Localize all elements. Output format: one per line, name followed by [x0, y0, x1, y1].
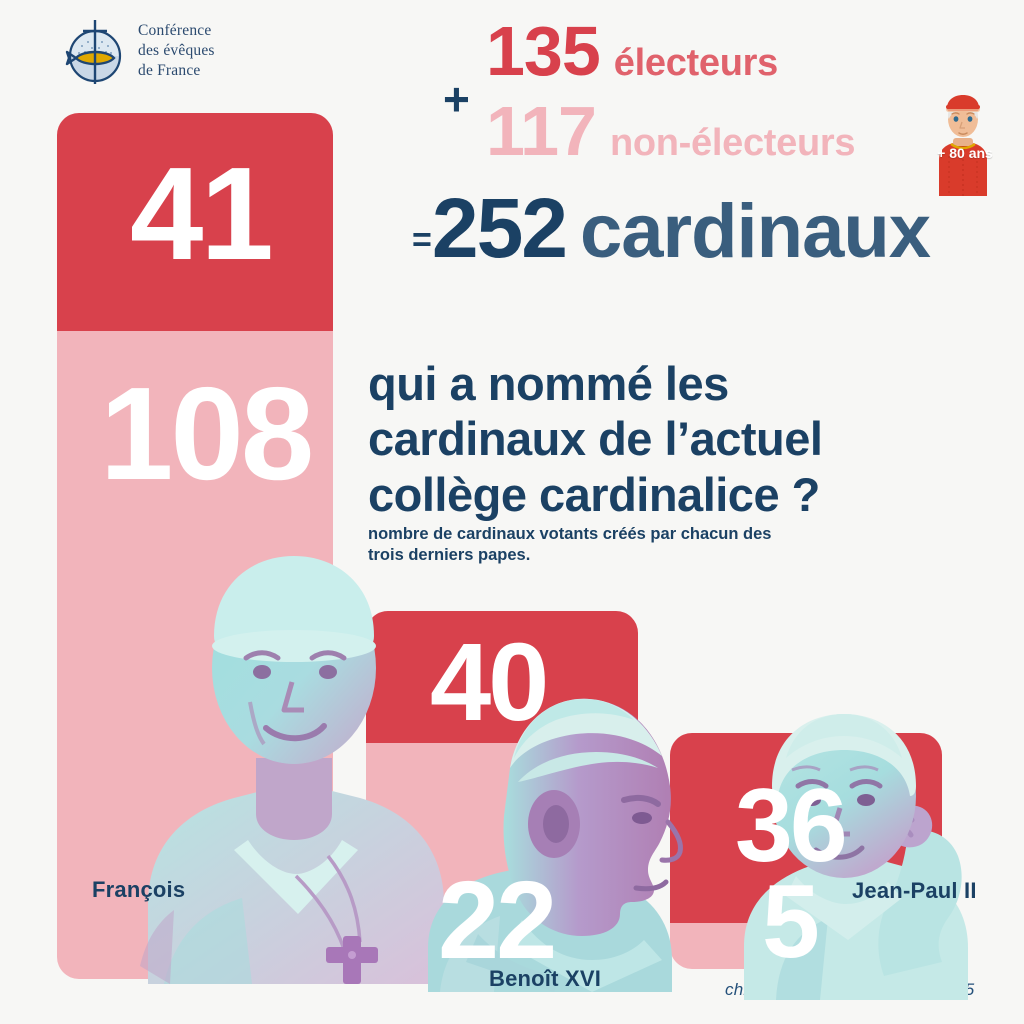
non-electors-count: 117: [486, 92, 597, 170]
logo-wordmark: Conférence des évêques de France: [138, 21, 215, 80]
cardinal-person-icon: [939, 95, 987, 196]
page-subtitle: nombre de cardinaux votants créés par ch…: [368, 525, 772, 565]
cardinal-person-figure: + 80 ans: [925, 88, 1001, 196]
equals-operator: =: [412, 221, 432, 259]
electors-row: 135 électeurs: [486, 16, 778, 86]
label-francois: François: [92, 877, 186, 902]
bar-benoit-bottom-segment: [366, 743, 638, 979]
bar-benoit-top-segment: [366, 611, 638, 743]
bar-jean-paul-ii: [670, 733, 942, 969]
update-footnote: chiffres mis à jour le 21-04-2025: [725, 980, 975, 999]
bar-francois-top-segment: [57, 113, 333, 331]
non-electors-label: non-électeurs: [609, 122, 856, 164]
organization-logo: Conférence des évêques de France: [62, 12, 215, 90]
electors-count: 135: [486, 12, 601, 90]
label-benoit-xvi: Benoît XVI: [489, 966, 602, 991]
non-electors-row: 117 non-électeurs: [486, 92, 856, 170]
page-title: qui a nommé les cardinaux de l’actuel co…: [368, 357, 823, 521]
bar-francois: [57, 113, 333, 979]
total-cardinals-row: = 252 cardinaux: [412, 181, 931, 275]
cbf-fish-cross-globe-logo-icon: [65, 20, 122, 84]
total-label: cardinaux: [580, 189, 931, 274]
label-jean-paul-ii: Jean-Paul II: [852, 878, 977, 903]
bar-benoit-xvi: [366, 611, 638, 979]
bar-jp2-bottom-segment: [670, 923, 942, 969]
plus-operator: +: [443, 73, 470, 125]
age-badge: + 80 ans: [937, 145, 993, 161]
electors-label: électeurs: [613, 42, 778, 84]
total-count: 252: [431, 181, 568, 275]
